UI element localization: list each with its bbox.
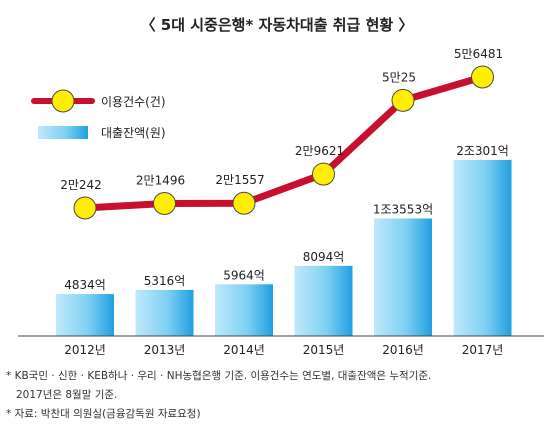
footnote-date: 2017년은 8월말 기준. xyxy=(16,389,118,401)
x-tick-label: 2014년 xyxy=(223,343,265,357)
line-point-2017년 xyxy=(471,65,494,89)
bar-label: 5316억 xyxy=(144,274,186,288)
legend-label-line: 이용건수(건) xyxy=(101,95,166,109)
chart-title: 〈 5대 시중은행* 자동차대출 취급 현황 〉 xyxy=(141,16,414,34)
legend-item-bar: 대출잔액(원) xyxy=(38,126,166,140)
legend-marker xyxy=(51,89,75,113)
bar-2016년 xyxy=(374,218,432,336)
line-point-2014년 xyxy=(232,191,256,215)
line-point-label: 2만1496 xyxy=(136,173,185,187)
bar-label: 5964억 xyxy=(223,268,265,282)
legend-bar-swatch xyxy=(38,126,88,139)
line-point-label: 2만1557 xyxy=(215,173,264,187)
bar-2017년 xyxy=(453,160,512,336)
legend-item-line: 이용건수(건) xyxy=(31,89,166,113)
bar-label: 1조3553억 xyxy=(373,203,433,217)
x-tick-label: 2012년 xyxy=(64,343,106,357)
bar-label: 8094억 xyxy=(303,250,345,264)
line-point-label: 5만6481 xyxy=(454,47,503,61)
x-tick-label: 2016년 xyxy=(382,343,424,357)
bar-2014년 xyxy=(215,284,273,336)
line-point-2016년 xyxy=(391,88,415,112)
line-series xyxy=(81,73,486,212)
line-point-2013년 xyxy=(153,191,176,215)
x-tick-label: 2013년 xyxy=(144,343,186,357)
line-point-label: 2만9621 xyxy=(295,144,344,158)
bar-label: 2조301억 xyxy=(456,144,509,158)
footnotes: * KB국민 · 신한 · KEB하나 · 우리 · NH농협은행 기준. 이용… xyxy=(6,367,546,424)
bar-2012년 xyxy=(56,294,114,336)
line-point-2012년 xyxy=(73,196,97,220)
bar-label: 4834억 xyxy=(64,278,106,292)
legend-label-bar: 대출잔액(원) xyxy=(101,126,166,140)
line-point-2015년 xyxy=(312,162,335,186)
line-point-label: 5만25 xyxy=(382,70,416,84)
bar-2015년 xyxy=(294,265,353,336)
x-tick-label: 2017년 xyxy=(462,343,504,357)
bar-2013년 xyxy=(135,289,194,336)
line-point-label: 2만242 xyxy=(60,178,102,192)
legend: 이용건수(건) 대출잔액(원) xyxy=(31,89,166,140)
footnote-source: * 자료: 박찬대 의원실(금융감독원 자료요청) xyxy=(6,408,201,420)
footnote-banks: * KB국민 · 신한 · KEB하나 · 우리 · NH농협은행 기준. 이용… xyxy=(6,370,432,382)
x-tick-label: 2015년 xyxy=(303,343,345,357)
